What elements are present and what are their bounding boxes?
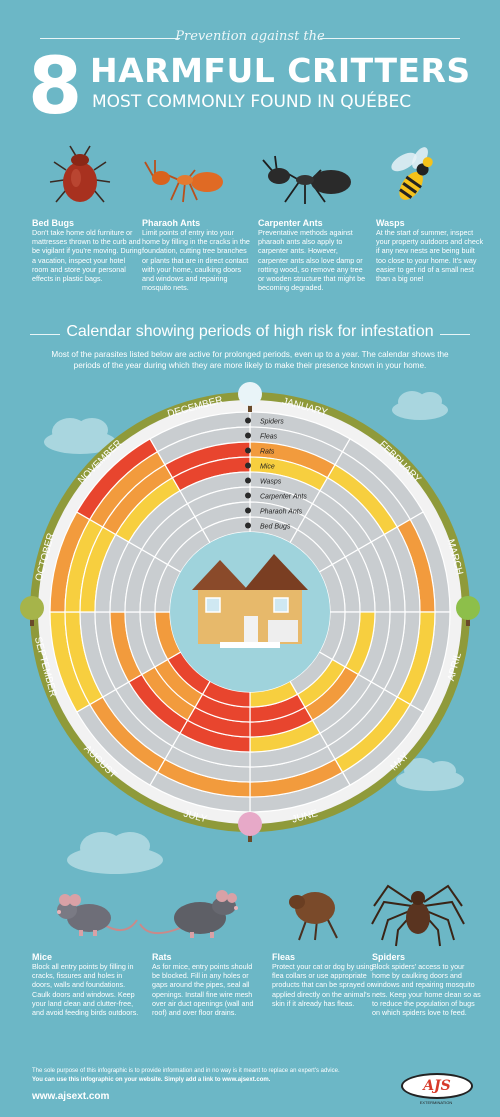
divider — [40, 38, 180, 39]
critter-description: Don't take home old furniture or mattres… — [32, 228, 142, 284]
divider — [320, 38, 460, 39]
ring-label: Wasps — [260, 479, 282, 486]
calendar-title: Calendar showing periods of high risk fo… — [66, 323, 434, 340]
critter-card-spiders: Spiders Block spiders' access to your ho… — [372, 952, 482, 1017]
wasp-icon — [391, 147, 433, 200]
critter-name: Spiders — [372, 952, 406, 962]
ring-label: Mice — [260, 464, 275, 471]
critter-card-pharaoh-ants: Pharaoh Ants Limit points of entry into … — [142, 218, 252, 292]
critter-card-carpenter-ants: Carpenter Ants Preventative methods agai… — [258, 218, 368, 292]
critter-description: Preventative methods against pharaoh ant… — [258, 228, 366, 293]
critter-description: Limit points of entry into your home by … — [142, 228, 250, 293]
header-number: 8 — [28, 42, 83, 132]
house-icon — [192, 554, 308, 648]
bottom-critter-illustrations — [57, 884, 465, 947]
critter-card-bed-bugs: Bed Bugs Don't take home old furniture o… — [32, 218, 142, 283]
mouse-icon — [57, 894, 138, 936]
autumn-tree-icon — [20, 596, 44, 620]
ring-label: Pharaoh Ants — [260, 509, 303, 516]
critter-name: Fleas — [272, 952, 296, 962]
critter-description: At the start of summer, inspect your pro… — [376, 228, 484, 284]
critter-description: Block all entry points by filling in cra… — [32, 962, 139, 1018]
critter-card-mice: Mice Block all entry points by filling i… — [32, 952, 142, 1017]
critter-description: Block spiders' access to your home by ca… — [372, 962, 481, 1018]
divider — [30, 334, 60, 335]
critter-name: Carpenter Ants — [258, 218, 323, 228]
ring-label: Bed Bugs — [260, 524, 291, 531]
header-title: HARMFUL CRITTERS — [90, 51, 471, 90]
spring-tree-icon — [456, 596, 480, 620]
critter-description: Protect your cat or dog by using flea co… — [272, 962, 374, 1008]
rat-icon — [139, 890, 238, 938]
critter-mini-icon — [245, 432, 251, 439]
disclaimer: The sole purpose of this infographic is … — [32, 1068, 340, 1074]
calendar-intro: Most of the parasites listed below are a… — [51, 350, 449, 370]
cloud-icon — [396, 758, 464, 791]
critter-card-wasps: Wasps At the start of summer, inspect yo… — [376, 218, 486, 283]
critter-mini-icon — [245, 417, 251, 424]
critter-name: Pharaoh Ants — [142, 218, 201, 228]
critter-name: Wasps — [376, 218, 405, 228]
critter-mini-icon — [245, 522, 251, 529]
divider — [440, 334, 470, 335]
critter-name: Bed Bugs — [32, 218, 75, 228]
critter-name: Rats — [152, 952, 172, 962]
critter-mini-icon — [245, 477, 251, 484]
ajs-logo: AJS — [401, 1073, 473, 1099]
summer-tree-icon — [238, 812, 262, 836]
winter-tree-icon — [238, 382, 262, 406]
header-subtitle: MOST COMMONLY FOUND IN QUÉBEC — [92, 92, 412, 112]
ring-label: Fleas — [260, 434, 278, 441]
usage-note: You can use this infographic on your web… — [32, 1077, 271, 1083]
critter-card-fleas: Fleas Protect your cat or dog by using f… — [272, 952, 382, 1008]
critter-name: Mice — [32, 952, 53, 962]
critter-mini-icon — [245, 507, 251, 514]
critter-description: As for mice, entry points should be bloc… — [152, 962, 254, 1018]
clouds-decoration — [44, 391, 464, 791]
carpenter-ant-icon — [262, 155, 351, 204]
website-link[interactable]: www.ajsext.com — [32, 1091, 110, 1102]
cloud-icon — [392, 391, 448, 420]
ring-label: Rats — [260, 449, 275, 456]
spider-icon — [371, 884, 465, 947]
critter-mini-icon — [245, 492, 251, 499]
logo-tagline: EXTERMINATION — [419, 1100, 453, 1105]
critter-card-rats: Rats As for mice, entry points should be… — [152, 952, 262, 1017]
cloud-icon — [67, 832, 163, 874]
cloud-icon — [44, 418, 116, 454]
ring-label: Spiders — [260, 419, 284, 426]
flea-icon — [289, 892, 338, 941]
infestation-calendar-wheel: Spiders Fleas Rats Mice Wasps Carpenter Ants P… — [20, 382, 480, 842]
header-kicker: Prevention against the — [175, 29, 325, 44]
bed-bug-icon — [49, 145, 111, 203]
critter-mini-icon — [245, 447, 251, 454]
critter-mini-icon — [245, 462, 251, 469]
ring-label: Carpenter Ants — [260, 494, 307, 501]
top-critter-illustrations — [49, 145, 433, 204]
pharaoh-ant-icon — [144, 160, 223, 203]
